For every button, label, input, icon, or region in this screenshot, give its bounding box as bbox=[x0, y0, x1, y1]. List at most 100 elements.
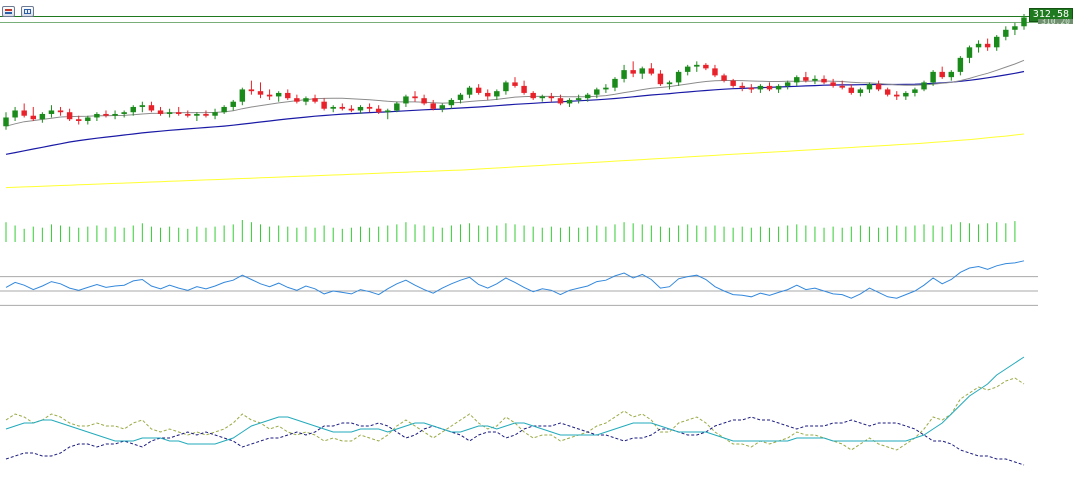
chart-toolbar bbox=[2, 6, 34, 17]
candle-body bbox=[575, 98, 582, 100]
candle-body bbox=[430, 103, 436, 109]
candle-body bbox=[375, 108, 382, 113]
candle-body bbox=[194, 113, 200, 116]
candle-body bbox=[775, 85, 782, 90]
candle-body bbox=[130, 106, 136, 113]
candle-body bbox=[30, 115, 36, 120]
candle-body bbox=[848, 87, 855, 93]
candle-body bbox=[548, 96, 555, 99]
secondary-price-label: 310.20 bbox=[1038, 19, 1073, 24]
candle-body bbox=[794, 77, 800, 83]
candles-list-icon[interactable] bbox=[2, 6, 15, 17]
candle-body bbox=[857, 89, 864, 93]
candle-body bbox=[839, 85, 845, 88]
candle-body bbox=[603, 87, 609, 90]
candle-body bbox=[694, 64, 700, 67]
candle-body bbox=[957, 57, 964, 72]
candle-body bbox=[930, 71, 936, 83]
chart-grid-icon[interactable] bbox=[21, 6, 34, 17]
candle-body bbox=[612, 78, 618, 88]
candle-body bbox=[812, 78, 818, 81]
candle-body bbox=[230, 101, 236, 107]
candle-body bbox=[157, 110, 164, 114]
ma-mid-line bbox=[5, 70, 1025, 155]
candle-body bbox=[1012, 26, 1018, 30]
candle-body bbox=[1003, 29, 1009, 37]
candle-body bbox=[412, 96, 418, 99]
candle-body bbox=[984, 43, 991, 48]
candle-body bbox=[3, 117, 9, 127]
candle-body bbox=[85, 117, 91, 121]
candle-body bbox=[39, 113, 46, 120]
candle-body bbox=[312, 98, 318, 102]
candle-body bbox=[657, 73, 664, 85]
candle-body bbox=[348, 108, 355, 111]
candle-body bbox=[630, 70, 636, 74]
candle-body bbox=[748, 87, 755, 90]
candle-body bbox=[757, 85, 764, 90]
candle-body bbox=[966, 47, 973, 58]
candle-body bbox=[457, 94, 464, 100]
candle-body bbox=[703, 64, 709, 69]
candle-body bbox=[912, 89, 918, 93]
candle-body bbox=[75, 119, 82, 121]
ma-fast-line bbox=[5, 59, 1025, 127]
candle-body bbox=[621, 70, 627, 79]
candle-body bbox=[903, 92, 909, 97]
candle-body bbox=[821, 78, 827, 83]
candle-body bbox=[21, 110, 27, 116]
candle-body bbox=[512, 82, 518, 86]
candle-body bbox=[266, 94, 273, 97]
candle-body bbox=[894, 94, 900, 97]
candle-body bbox=[357, 106, 364, 111]
candle-body bbox=[712, 68, 718, 76]
candle-body bbox=[121, 112, 127, 114]
candle-body bbox=[175, 112, 182, 114]
candle-body bbox=[557, 98, 564, 104]
candle-body bbox=[766, 85, 773, 90]
candle-body bbox=[166, 112, 173, 114]
candle-body bbox=[784, 82, 791, 86]
candle-body bbox=[185, 113, 191, 116]
candle-body bbox=[939, 71, 945, 78]
candle-body bbox=[366, 106, 373, 109]
candle-body bbox=[248, 89, 255, 92]
candle-body bbox=[666, 82, 673, 85]
candle-body bbox=[139, 105, 146, 107]
candle-body bbox=[721, 75, 727, 81]
candle-body bbox=[448, 99, 455, 106]
candle-body bbox=[639, 68, 645, 74]
candle-body bbox=[884, 89, 891, 95]
candle-body bbox=[339, 106, 346, 109]
candle-body bbox=[566, 99, 573, 104]
candle-body bbox=[94, 113, 100, 118]
candle-body bbox=[212, 112, 218, 116]
candle-body bbox=[66, 112, 73, 120]
candle-body bbox=[285, 92, 291, 99]
candle-body bbox=[948, 71, 955, 78]
candle-body bbox=[275, 92, 282, 97]
candle-body bbox=[530, 92, 536, 99]
candle-body bbox=[994, 36, 1000, 48]
candle-body bbox=[875, 84, 882, 90]
candle-body bbox=[257, 91, 264, 95]
candle-body bbox=[303, 98, 309, 102]
ma-slow-line bbox=[5, 133, 1025, 189]
candle-body bbox=[594, 89, 600, 95]
candle-body bbox=[57, 110, 64, 113]
candle-body bbox=[203, 113, 209, 116]
candle-body bbox=[539, 96, 545, 99]
candle-body bbox=[439, 105, 446, 109]
candle-body bbox=[330, 106, 336, 109]
candle-body bbox=[521, 85, 527, 93]
candle-body bbox=[730, 80, 736, 86]
candle-body bbox=[803, 77, 809, 81]
adx-line bbox=[5, 356, 1025, 445]
candle-body bbox=[866, 84, 873, 90]
di-minus-line bbox=[5, 416, 1025, 466]
candle-body bbox=[48, 110, 55, 114]
candle-body bbox=[466, 87, 473, 95]
candle-body bbox=[684, 66, 691, 72]
candle-body bbox=[1021, 17, 1027, 27]
